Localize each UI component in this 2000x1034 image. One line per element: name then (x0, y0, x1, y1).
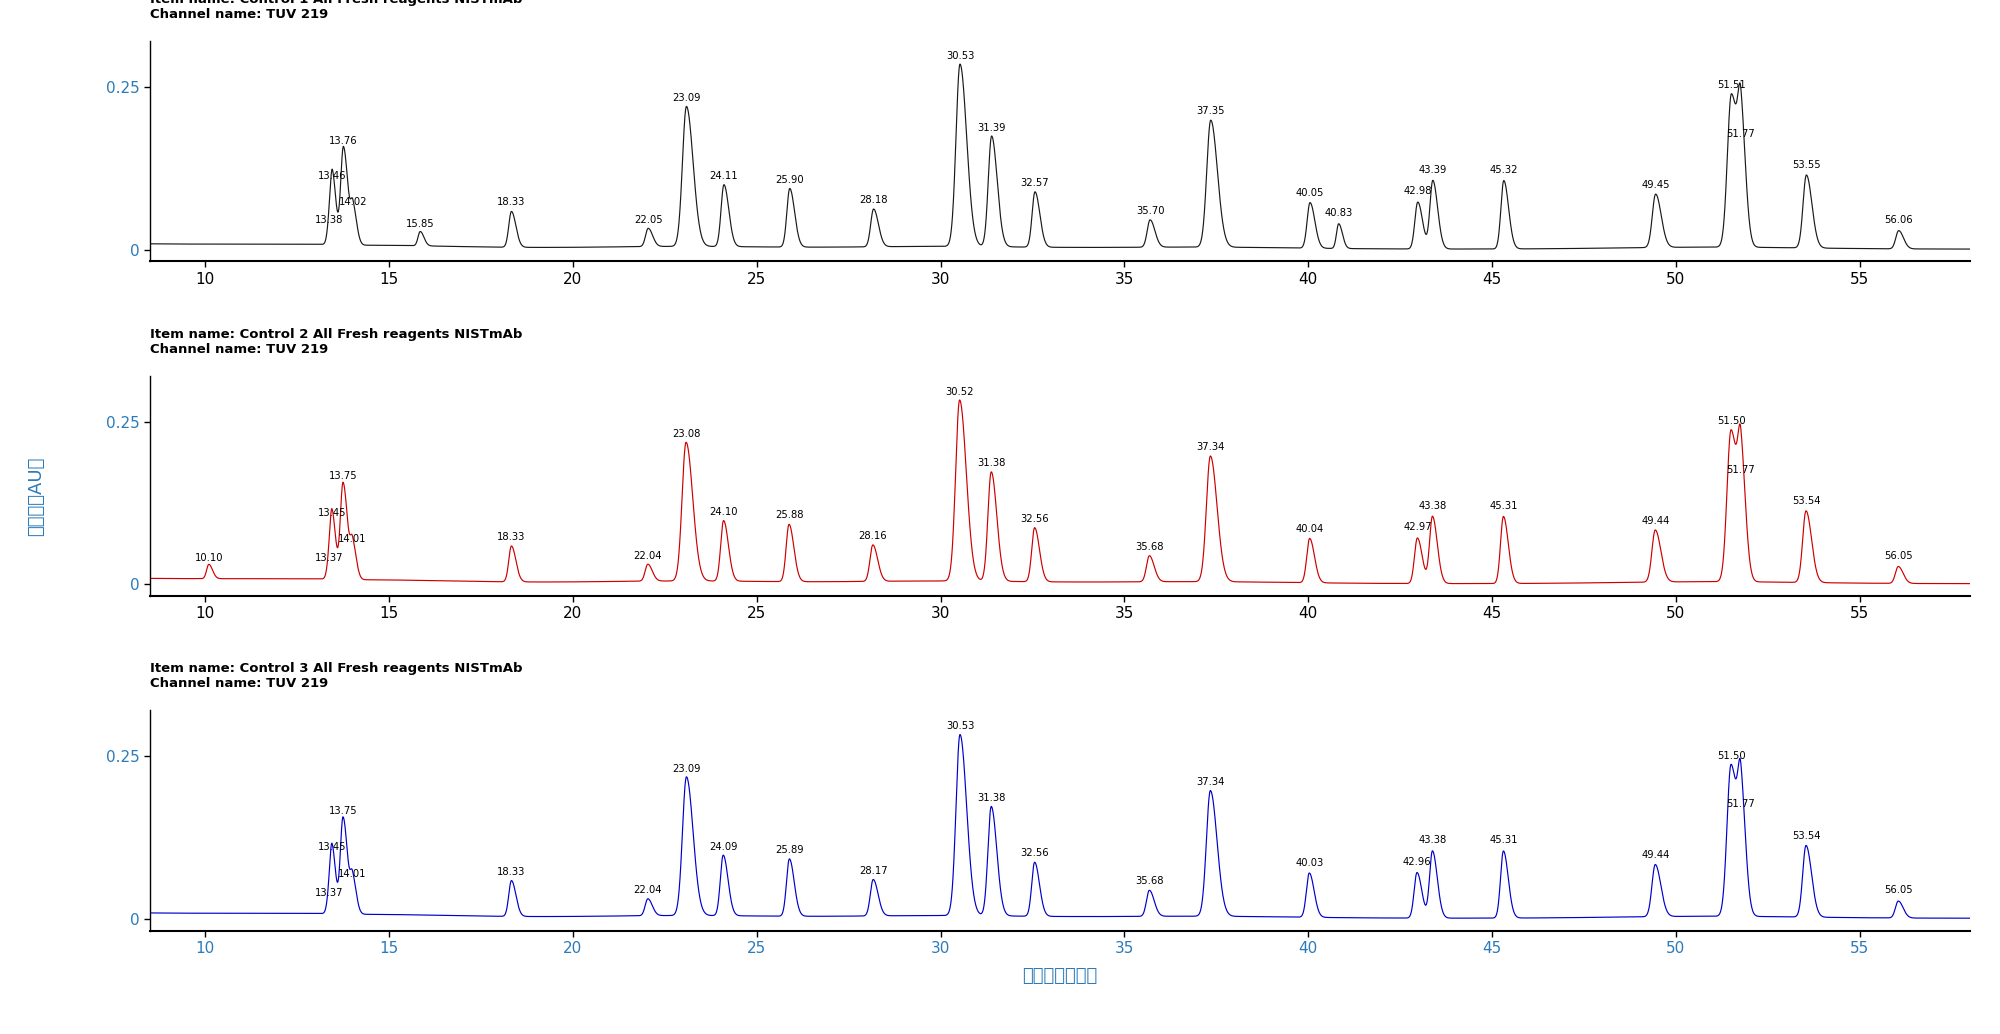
Text: 13.45: 13.45 (318, 508, 346, 518)
Text: 22.04: 22.04 (634, 551, 662, 560)
Text: 24.11: 24.11 (710, 172, 738, 181)
Text: 23.09: 23.09 (672, 764, 700, 773)
Text: 40.05: 40.05 (1296, 187, 1324, 197)
Text: 13.46: 13.46 (318, 172, 346, 181)
Text: 24.10: 24.10 (710, 508, 738, 517)
Text: 51.77: 51.77 (1726, 799, 1756, 810)
Text: 10.10: 10.10 (194, 553, 224, 564)
Text: 40.83: 40.83 (1324, 209, 1352, 218)
Text: 22.04: 22.04 (634, 885, 662, 895)
Text: 30.53: 30.53 (946, 722, 974, 731)
Text: 45.31: 45.31 (1490, 500, 1518, 511)
Text: 56.06: 56.06 (1884, 215, 1912, 225)
Text: 18.33: 18.33 (498, 866, 526, 877)
Text: 35.68: 35.68 (1136, 542, 1164, 552)
Text: 42.98: 42.98 (1404, 186, 1432, 196)
Text: 43.39: 43.39 (1418, 164, 1448, 175)
Text: 24.09: 24.09 (708, 842, 738, 852)
Text: 32.56: 32.56 (1020, 514, 1048, 524)
Text: 13.37: 13.37 (314, 888, 344, 899)
Text: 13.37: 13.37 (314, 553, 344, 564)
Text: 25.89: 25.89 (776, 845, 804, 855)
Text: 32.57: 32.57 (1020, 178, 1050, 188)
Text: Item name: Control 2 All Fresh reagents NISTmAb
Channel name: TUV 219: Item name: Control 2 All Fresh reagents … (150, 328, 522, 356)
Text: 37.34: 37.34 (1196, 443, 1224, 452)
Text: 28.18: 28.18 (860, 195, 888, 206)
Text: 51.77: 51.77 (1726, 465, 1756, 475)
Text: 31.38: 31.38 (978, 458, 1006, 468)
Text: 56.05: 56.05 (1884, 885, 1912, 895)
Text: 56.05: 56.05 (1884, 551, 1912, 560)
Text: 23.09: 23.09 (672, 93, 700, 103)
Text: 吸光度（AU）: 吸光度（AU） (28, 457, 44, 536)
Text: 49.45: 49.45 (1642, 180, 1670, 190)
Text: 25.90: 25.90 (776, 175, 804, 185)
Text: 14.01: 14.01 (338, 869, 366, 879)
Text: 37.34: 37.34 (1196, 777, 1224, 787)
Text: 30.53: 30.53 (946, 51, 974, 61)
Text: 53.54: 53.54 (1792, 496, 1820, 507)
Text: 14.01: 14.01 (338, 534, 366, 544)
Text: 37.35: 37.35 (1196, 107, 1224, 116)
Text: 13.45: 13.45 (318, 843, 346, 852)
Text: 13.75: 13.75 (328, 805, 358, 816)
Text: 28.17: 28.17 (858, 865, 888, 876)
Text: 22.05: 22.05 (634, 215, 662, 225)
Text: 18.33: 18.33 (498, 531, 526, 542)
Text: 42.96: 42.96 (1402, 857, 1432, 866)
Text: 14.02: 14.02 (338, 197, 368, 208)
Text: 28.16: 28.16 (858, 531, 888, 542)
Text: 15.85: 15.85 (406, 219, 434, 229)
Text: 49.44: 49.44 (1642, 516, 1670, 525)
Text: 43.38: 43.38 (1418, 500, 1446, 511)
Text: Item name: Control 1 All Fresh reagents NISTmAb
Channel name: TUV 219: Item name: Control 1 All Fresh reagents … (150, 0, 522, 21)
Text: 35.68: 35.68 (1136, 877, 1164, 886)
Text: 51.77: 51.77 (1726, 129, 1756, 139)
Text: 45.32: 45.32 (1490, 164, 1518, 175)
Text: 23.08: 23.08 (672, 429, 700, 439)
Text: Item name: Control 3 All Fresh reagents NISTmAb
Channel name: TUV 219: Item name: Control 3 All Fresh reagents … (150, 662, 522, 690)
Text: 25.88: 25.88 (774, 511, 804, 520)
Text: 32.56: 32.56 (1020, 848, 1048, 858)
Text: 45.31: 45.31 (1490, 835, 1518, 845)
Text: 30.52: 30.52 (946, 387, 974, 397)
Text: 13.75: 13.75 (328, 472, 358, 482)
Text: 31.38: 31.38 (978, 793, 1006, 803)
Text: 53.54: 53.54 (1792, 830, 1820, 841)
X-axis label: 保持時間（分）: 保持時間（分） (1022, 967, 1098, 985)
Text: 51.50: 51.50 (1716, 416, 1746, 426)
Text: 13.76: 13.76 (330, 135, 358, 146)
Text: 40.03: 40.03 (1296, 858, 1324, 869)
Text: 51.51: 51.51 (1718, 81, 1746, 90)
Text: 42.97: 42.97 (1404, 522, 1432, 533)
Text: 40.04: 40.04 (1296, 523, 1324, 534)
Text: 18.33: 18.33 (498, 197, 526, 208)
Text: 53.55: 53.55 (1792, 160, 1820, 171)
Text: 31.39: 31.39 (978, 123, 1006, 132)
Text: 13.38: 13.38 (316, 215, 344, 225)
Text: 49.44: 49.44 (1642, 850, 1670, 860)
Text: 43.38: 43.38 (1418, 835, 1446, 845)
Text: 51.50: 51.50 (1716, 751, 1746, 761)
Text: 35.70: 35.70 (1136, 206, 1164, 216)
